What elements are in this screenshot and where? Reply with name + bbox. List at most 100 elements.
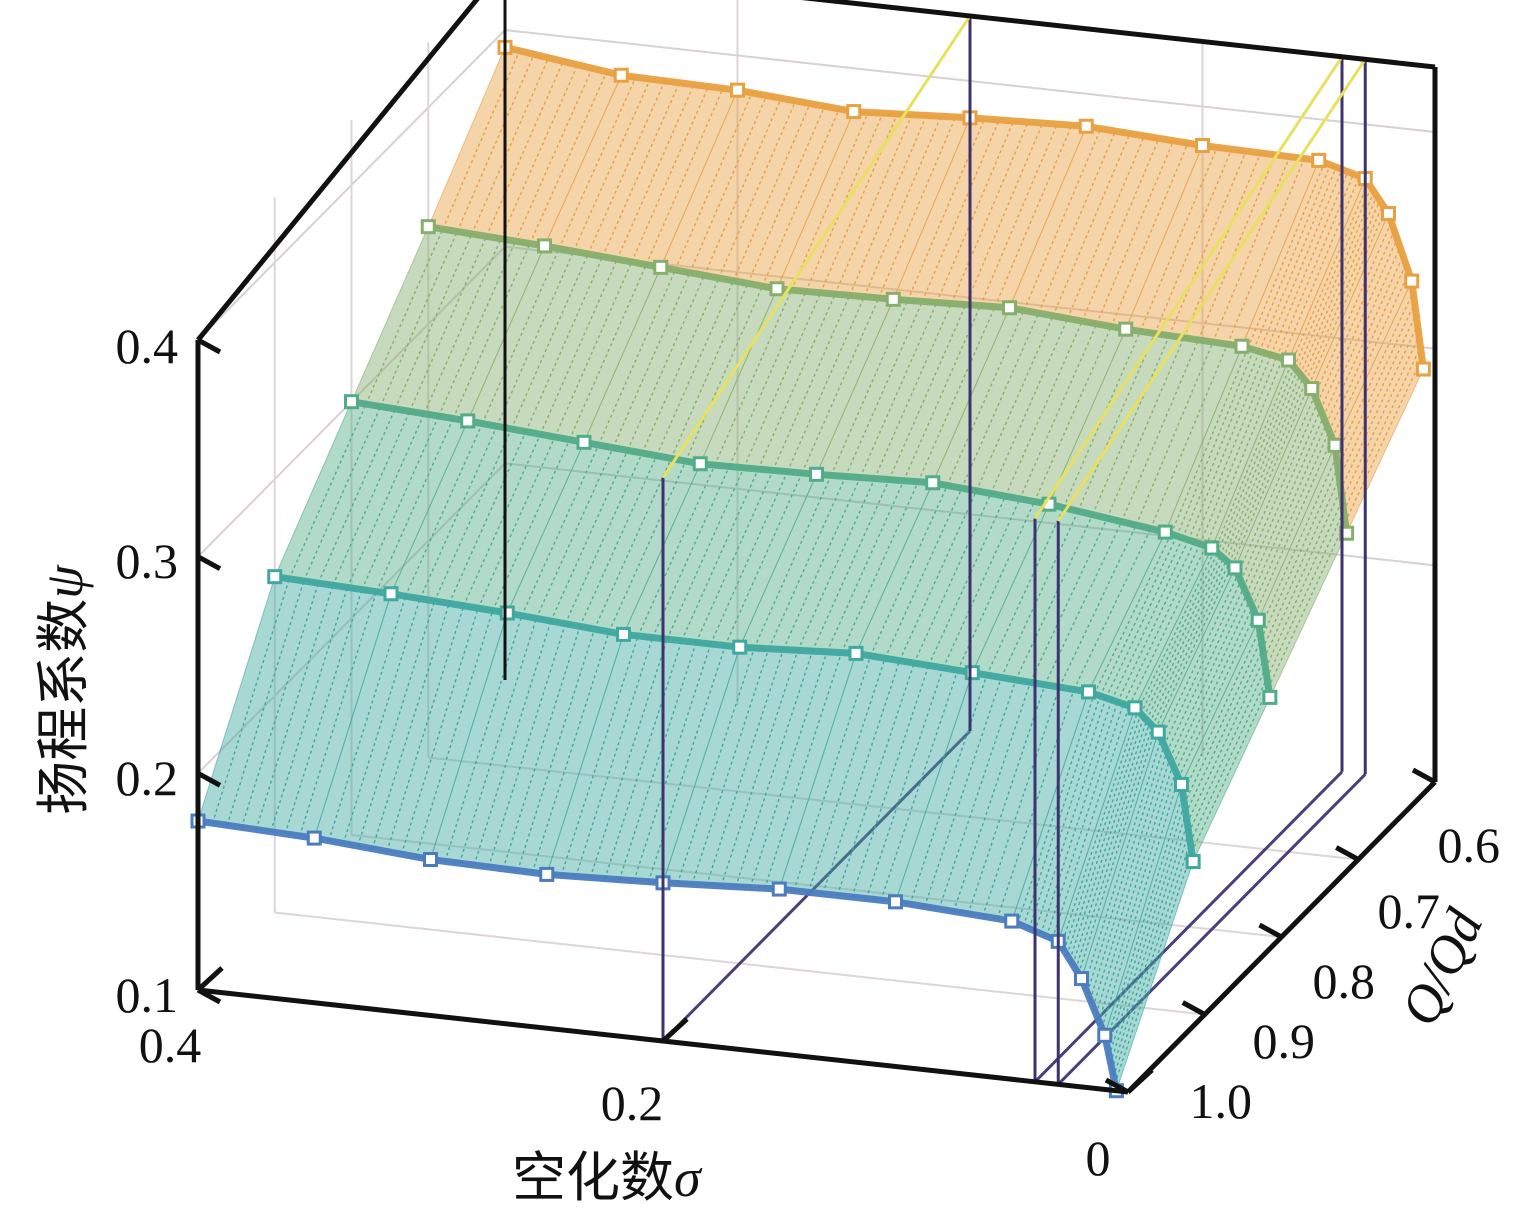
mesh-line: [346, 413, 425, 588]
data-point: [771, 881, 787, 897]
mesh-line: [1260, 466, 1339, 640]
mesh-line: [921, 119, 1000, 302]
mesh-line: [1182, 351, 1261, 539]
mesh-line: [732, 103, 811, 281]
data-point: [692, 456, 708, 472]
mesh-line: [811, 479, 890, 652]
mesh-line: [1040, 701, 1119, 934]
mesh-line: [1185, 648, 1264, 814]
data-point: [1381, 206, 1396, 222]
mesh-line: [477, 436, 556, 609]
mesh-line: [1340, 324, 1419, 490]
mesh-line: [423, 238, 502, 414]
mesh-line: [394, 233, 473, 410]
series-line: [274, 573, 1197, 863]
y-tick-label: 0.9: [1253, 1013, 1316, 1069]
series-curves: [190, 39, 1431, 1099]
mesh-line: [525, 256, 604, 432]
z-tick: [196, 771, 222, 788]
mesh-line: [597, 269, 676, 446]
data-point: [613, 67, 629, 83]
mesh-line: [1188, 668, 1267, 833]
mesh-line: [1023, 128, 1102, 311]
mesh-line: [859, 302, 938, 478]
axes-box: [195, 0, 1438, 1095]
mesh-line: [782, 477, 861, 650]
mesh-line: [670, 283, 749, 459]
mesh-line: [703, 97, 782, 276]
mesh-line: [1112, 842, 1191, 1078]
mesh-line: [481, 248, 560, 424]
mesh-line: [456, 54, 535, 232]
mesh-line: [328, 595, 407, 841]
mesh-line: [1254, 437, 1333, 615]
mesh-line: [685, 285, 764, 462]
mesh-line: [299, 591, 378, 837]
mesh-line: [1169, 593, 1248, 759]
data-point: [539, 866, 555, 882]
data-point: [420, 219, 436, 235]
mesh-line: [226, 580, 305, 826]
mesh-line: [332, 411, 411, 586]
mesh-line: [1199, 356, 1278, 545]
mesh-line: [1205, 358, 1284, 547]
y-tick-label: 0.7: [1378, 883, 1441, 939]
x-axis-title: 空化数σ: [512, 1146, 703, 1209]
mesh-line: [554, 261, 633, 438]
mesh-line: [724, 472, 803, 646]
data-point: [1078, 118, 1094, 134]
mesh-line: [1019, 323, 1098, 500]
mesh-line: [317, 408, 396, 584]
mesh-line: [923, 677, 1002, 907]
mesh-line: [631, 86, 710, 263]
critical-floor-line: [1033, 770, 1344, 1083]
critical-floor-line: [661, 729, 972, 1043]
series-line: [350, 398, 1274, 698]
mesh-line: [651, 466, 730, 638]
mesh-line: [936, 120, 1015, 303]
data-point: [1157, 524, 1173, 540]
mesh-line: [433, 428, 512, 602]
mesh-line: [695, 470, 774, 643]
mesh-line: [510, 253, 589, 430]
mesh-line: [1091, 335, 1170, 515]
mesh-line: [531, 631, 610, 873]
mesh-line: [458, 618, 537, 864]
mesh-line: [1072, 722, 1151, 965]
y-tick: [1181, 1000, 1206, 1017]
mesh-line: [1092, 758, 1171, 1008]
mesh-line: [994, 124, 1073, 307]
mesh-line: [965, 122, 1044, 305]
mesh-line: [982, 686, 1061, 917]
mesh-line: [1293, 187, 1372, 368]
mesh-line: [863, 115, 942, 297]
mesh-line: [255, 584, 334, 830]
series-line: [197, 817, 1120, 1092]
mesh-line: [1191, 687, 1270, 853]
data-point: [1227, 560, 1243, 576]
data-point: [848, 645, 864, 661]
mesh-line: [1264, 499, 1343, 669]
mesh-line: [793, 655, 872, 891]
x-tick-label: 0.2: [601, 1075, 664, 1131]
mesh-line: [284, 589, 363, 835]
data-point: [1002, 300, 1017, 316]
mesh-line: [463, 434, 542, 607]
mesh-line: [535, 447, 614, 619]
mesh-line: [269, 587, 349, 832]
mesh-line: [473, 620, 552, 866]
data-point: [383, 586, 399, 602]
axis-line: [801, 0, 1436, 70]
mesh-line: [1344, 357, 1423, 523]
z-tick-label: 0.2: [116, 750, 179, 806]
mesh-line: [743, 292, 822, 468]
mesh-line: [419, 425, 498, 599]
mesh-line: [790, 112, 869, 291]
mesh-line: [637, 464, 716, 637]
mesh-line: [903, 305, 982, 481]
data-point: [1174, 776, 1189, 792]
mesh-line: [888, 304, 967, 480]
y-tick-label: 0.8: [1313, 953, 1376, 1009]
data-point: [460, 413, 476, 429]
